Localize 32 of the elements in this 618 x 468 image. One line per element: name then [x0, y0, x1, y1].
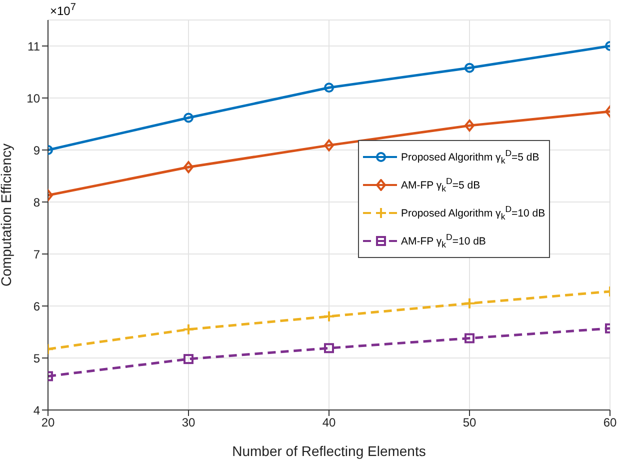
x-axis-title: Number of Reflecting Elements: [232, 443, 426, 459]
y-tick-label: 7: [33, 247, 40, 262]
x-tick-label: 20: [41, 416, 55, 430]
point: [323, 310, 335, 322]
y-tick-label: 11: [28, 39, 40, 54]
legend-label: AM-FP γ$_{k}$$^{D}$=10 dB: [401, 232, 486, 250]
point: [184, 354, 194, 364]
point: [324, 82, 334, 93]
x-tick-label: 40: [322, 416, 336, 430]
point: [184, 112, 194, 123]
point: [464, 333, 474, 344]
y-axis-title: Computation Efficiency: [0, 144, 14, 286]
point: [182, 323, 194, 336]
point: [184, 161, 194, 174]
point: [324, 343, 334, 354]
y-tick-label: 5: [33, 351, 40, 366]
text: ×10$^{7}$: [50, 2, 76, 18]
y-tick-label: 6: [33, 299, 40, 314]
y-tick-label: 8: [33, 195, 40, 210]
x-tick-label: 50: [462, 416, 476, 430]
legend-label: AM-FP γ$_{k}$$^{D}$=5 dB: [401, 176, 480, 194]
point: [324, 139, 334, 152]
point: [464, 297, 476, 310]
legend-label: Proposed Algorithm γ$_{k}$$^{D}$=10 dB: [401, 204, 546, 222]
x-tick-label: 60: [603, 416, 617, 430]
legend-label: Proposed Algorithm γ$_{k}$$^{D}$=5 dB: [401, 148, 540, 166]
y-tick-label: 9: [33, 143, 40, 158]
x-tick-label: 30: [182, 416, 196, 430]
point: [464, 62, 474, 73]
y-tick-label: 4: [33, 403, 40, 418]
y-tick-label: 10: [26, 91, 40, 106]
point: [464, 120, 474, 132]
